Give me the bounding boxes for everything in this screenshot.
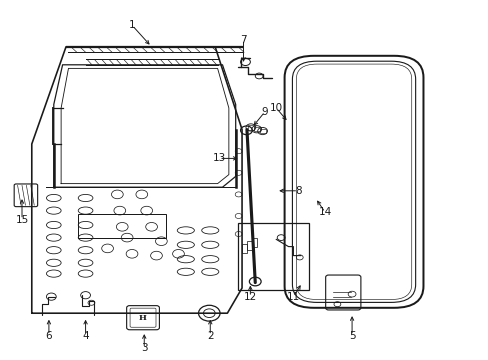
Text: 15: 15 [15, 215, 29, 225]
Bar [78, 214, 166, 238]
Text: 10: 10 [269, 103, 282, 113]
Text: 7: 7 [240, 35, 246, 45]
Text: 14: 14 [318, 207, 331, 217]
Text: 8: 8 [294, 186, 301, 196]
Text: 4: 4 [82, 330, 89, 341]
Text: 13: 13 [212, 153, 225, 163]
Text: H: H [139, 314, 146, 321]
Bar [246, 241, 251, 250]
Bar [247, 125, 253, 130]
Text: 3: 3 [141, 343, 147, 354]
Bar [238, 223, 308, 290]
Text: 12: 12 [243, 292, 257, 302]
Bar [251, 238, 256, 247]
Text: 11: 11 [286, 292, 300, 302]
Bar [253, 127, 259, 131]
Text: 2: 2 [206, 330, 213, 341]
Bar [242, 244, 246, 253]
Text: 1: 1 [128, 20, 135, 30]
Text: 6: 6 [45, 330, 52, 341]
Text: 5: 5 [348, 330, 355, 341]
Text: 9: 9 [261, 107, 268, 117]
Bar [259, 129, 265, 133]
